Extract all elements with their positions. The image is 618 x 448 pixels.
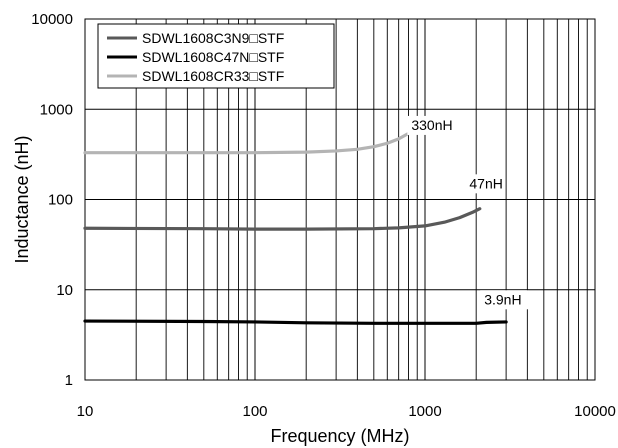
series-line-1 xyxy=(83,319,508,325)
legend-label-47n: SDWL1608C47N□STF xyxy=(142,49,284,65)
series-line-0 xyxy=(83,207,482,231)
x-tick-label: 100 xyxy=(242,403,267,420)
series-line-2 xyxy=(83,129,415,155)
annotation-label: 330nH xyxy=(411,117,452,133)
annotation-bg xyxy=(480,290,529,310)
x-tick-label: 10000 xyxy=(574,403,616,420)
legend-box xyxy=(97,23,335,89)
legend-label-3n9: SDWL1608C3N9□STF xyxy=(142,30,284,46)
annotations: 330nH 47nH 3.9nH xyxy=(407,115,529,310)
annotation-bg xyxy=(465,174,506,194)
annotation-label: 3.9nH xyxy=(484,291,521,307)
y-tick-label: 1 xyxy=(65,372,73,389)
legend: SDWL1608C3N9□STF SDWL1608C47N□STF SDWL16… xyxy=(97,23,335,89)
x-tick-label: 1000 xyxy=(408,403,441,420)
y-tick-label: 10000 xyxy=(31,11,73,28)
y-tick-label: 1000 xyxy=(40,101,73,118)
y-tick-label: 100 xyxy=(48,192,73,209)
x-axis-title: Frequency (MHz) xyxy=(270,426,409,446)
legend-label-r33: SDWL1608CR33□STF xyxy=(142,68,284,84)
y-tick-label: 10 xyxy=(56,282,73,299)
y-axis-title: Inductance (nH) xyxy=(12,135,32,263)
plot-frame xyxy=(84,18,596,381)
x-tick-label: 10 xyxy=(77,403,94,420)
series-layer xyxy=(83,129,508,325)
annotation-bg xyxy=(407,115,456,135)
annotation-label: 47nH xyxy=(469,175,502,191)
